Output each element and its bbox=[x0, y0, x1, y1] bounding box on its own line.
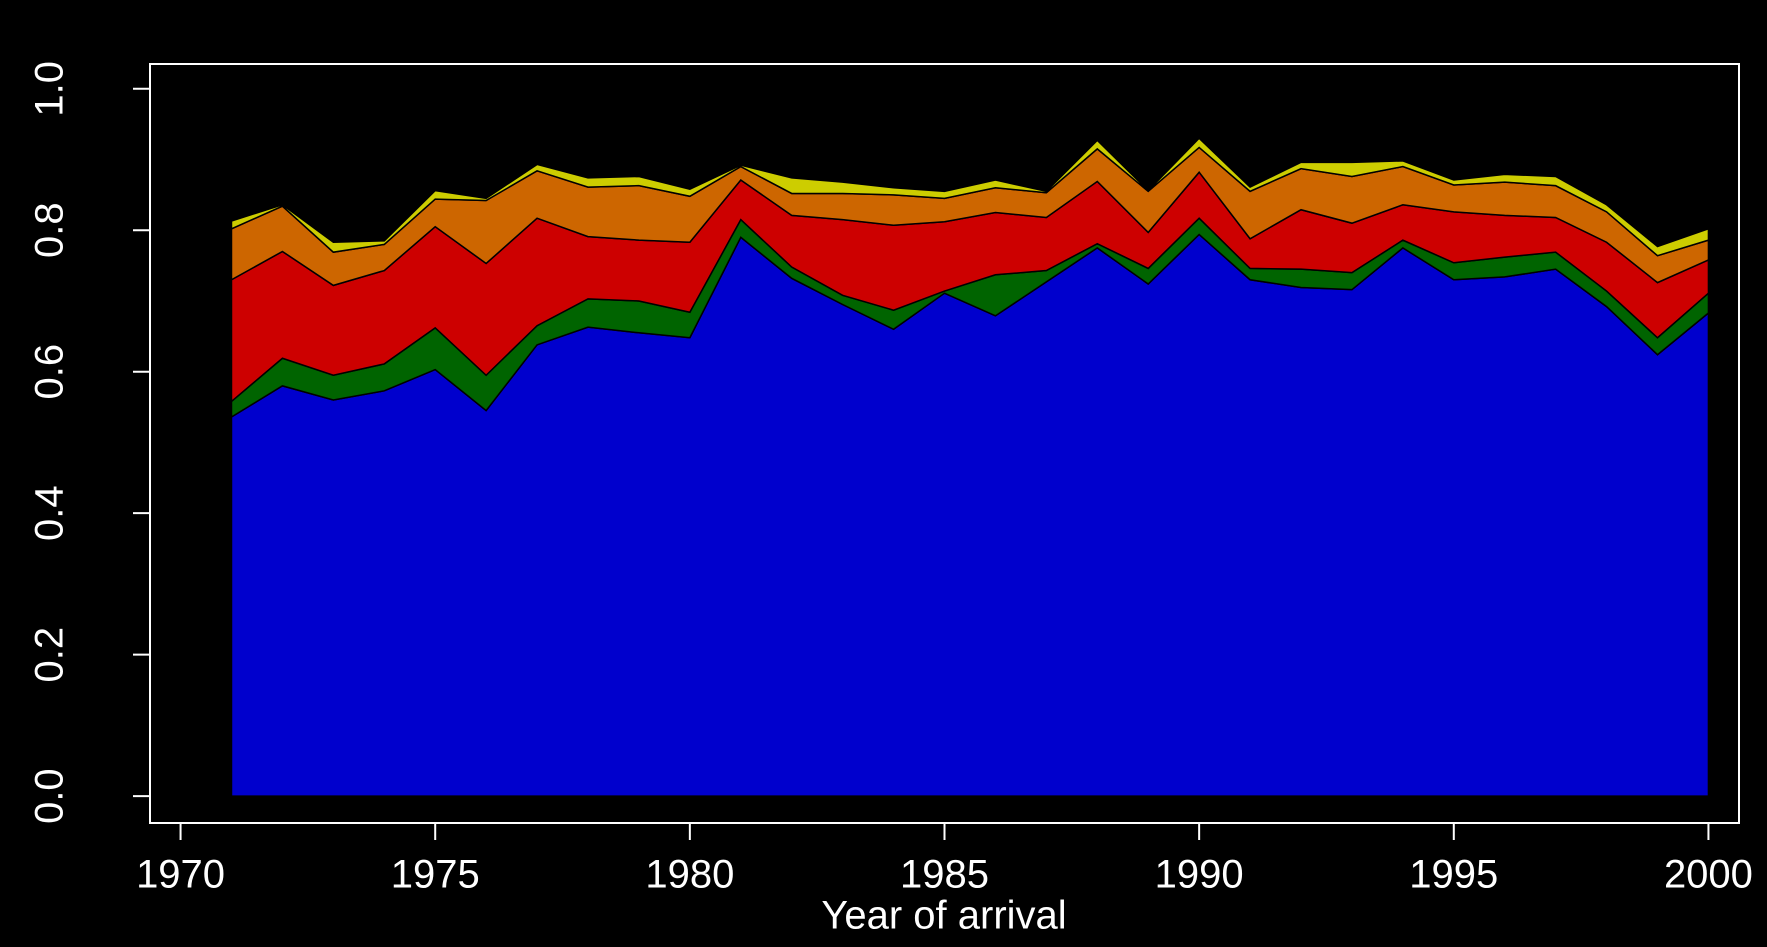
x-tick-label: 1975 bbox=[391, 853, 480, 897]
x-tick-label: 1990 bbox=[1155, 853, 1244, 897]
x-axis-label: Year of arrival bbox=[821, 894, 1066, 938]
y-tick-label: 0.0 bbox=[28, 768, 72, 824]
x-tick-label: 1980 bbox=[645, 853, 734, 897]
x-tick-label: 1970 bbox=[136, 853, 225, 897]
x-tick-label: 2000 bbox=[1664, 853, 1753, 897]
y-tick-label: 1.0 bbox=[28, 61, 72, 117]
y-tick-label: 0.4 bbox=[28, 485, 72, 541]
area bbox=[230, 137, 1710, 257]
x-tick-label: 1985 bbox=[900, 853, 989, 897]
y-tick-label: 0.8 bbox=[28, 202, 72, 258]
y-tick-label: 0.2 bbox=[28, 627, 72, 683]
x-tick-label: 1995 bbox=[1409, 853, 1498, 897]
y-tick-label: 0.6 bbox=[28, 344, 72, 400]
